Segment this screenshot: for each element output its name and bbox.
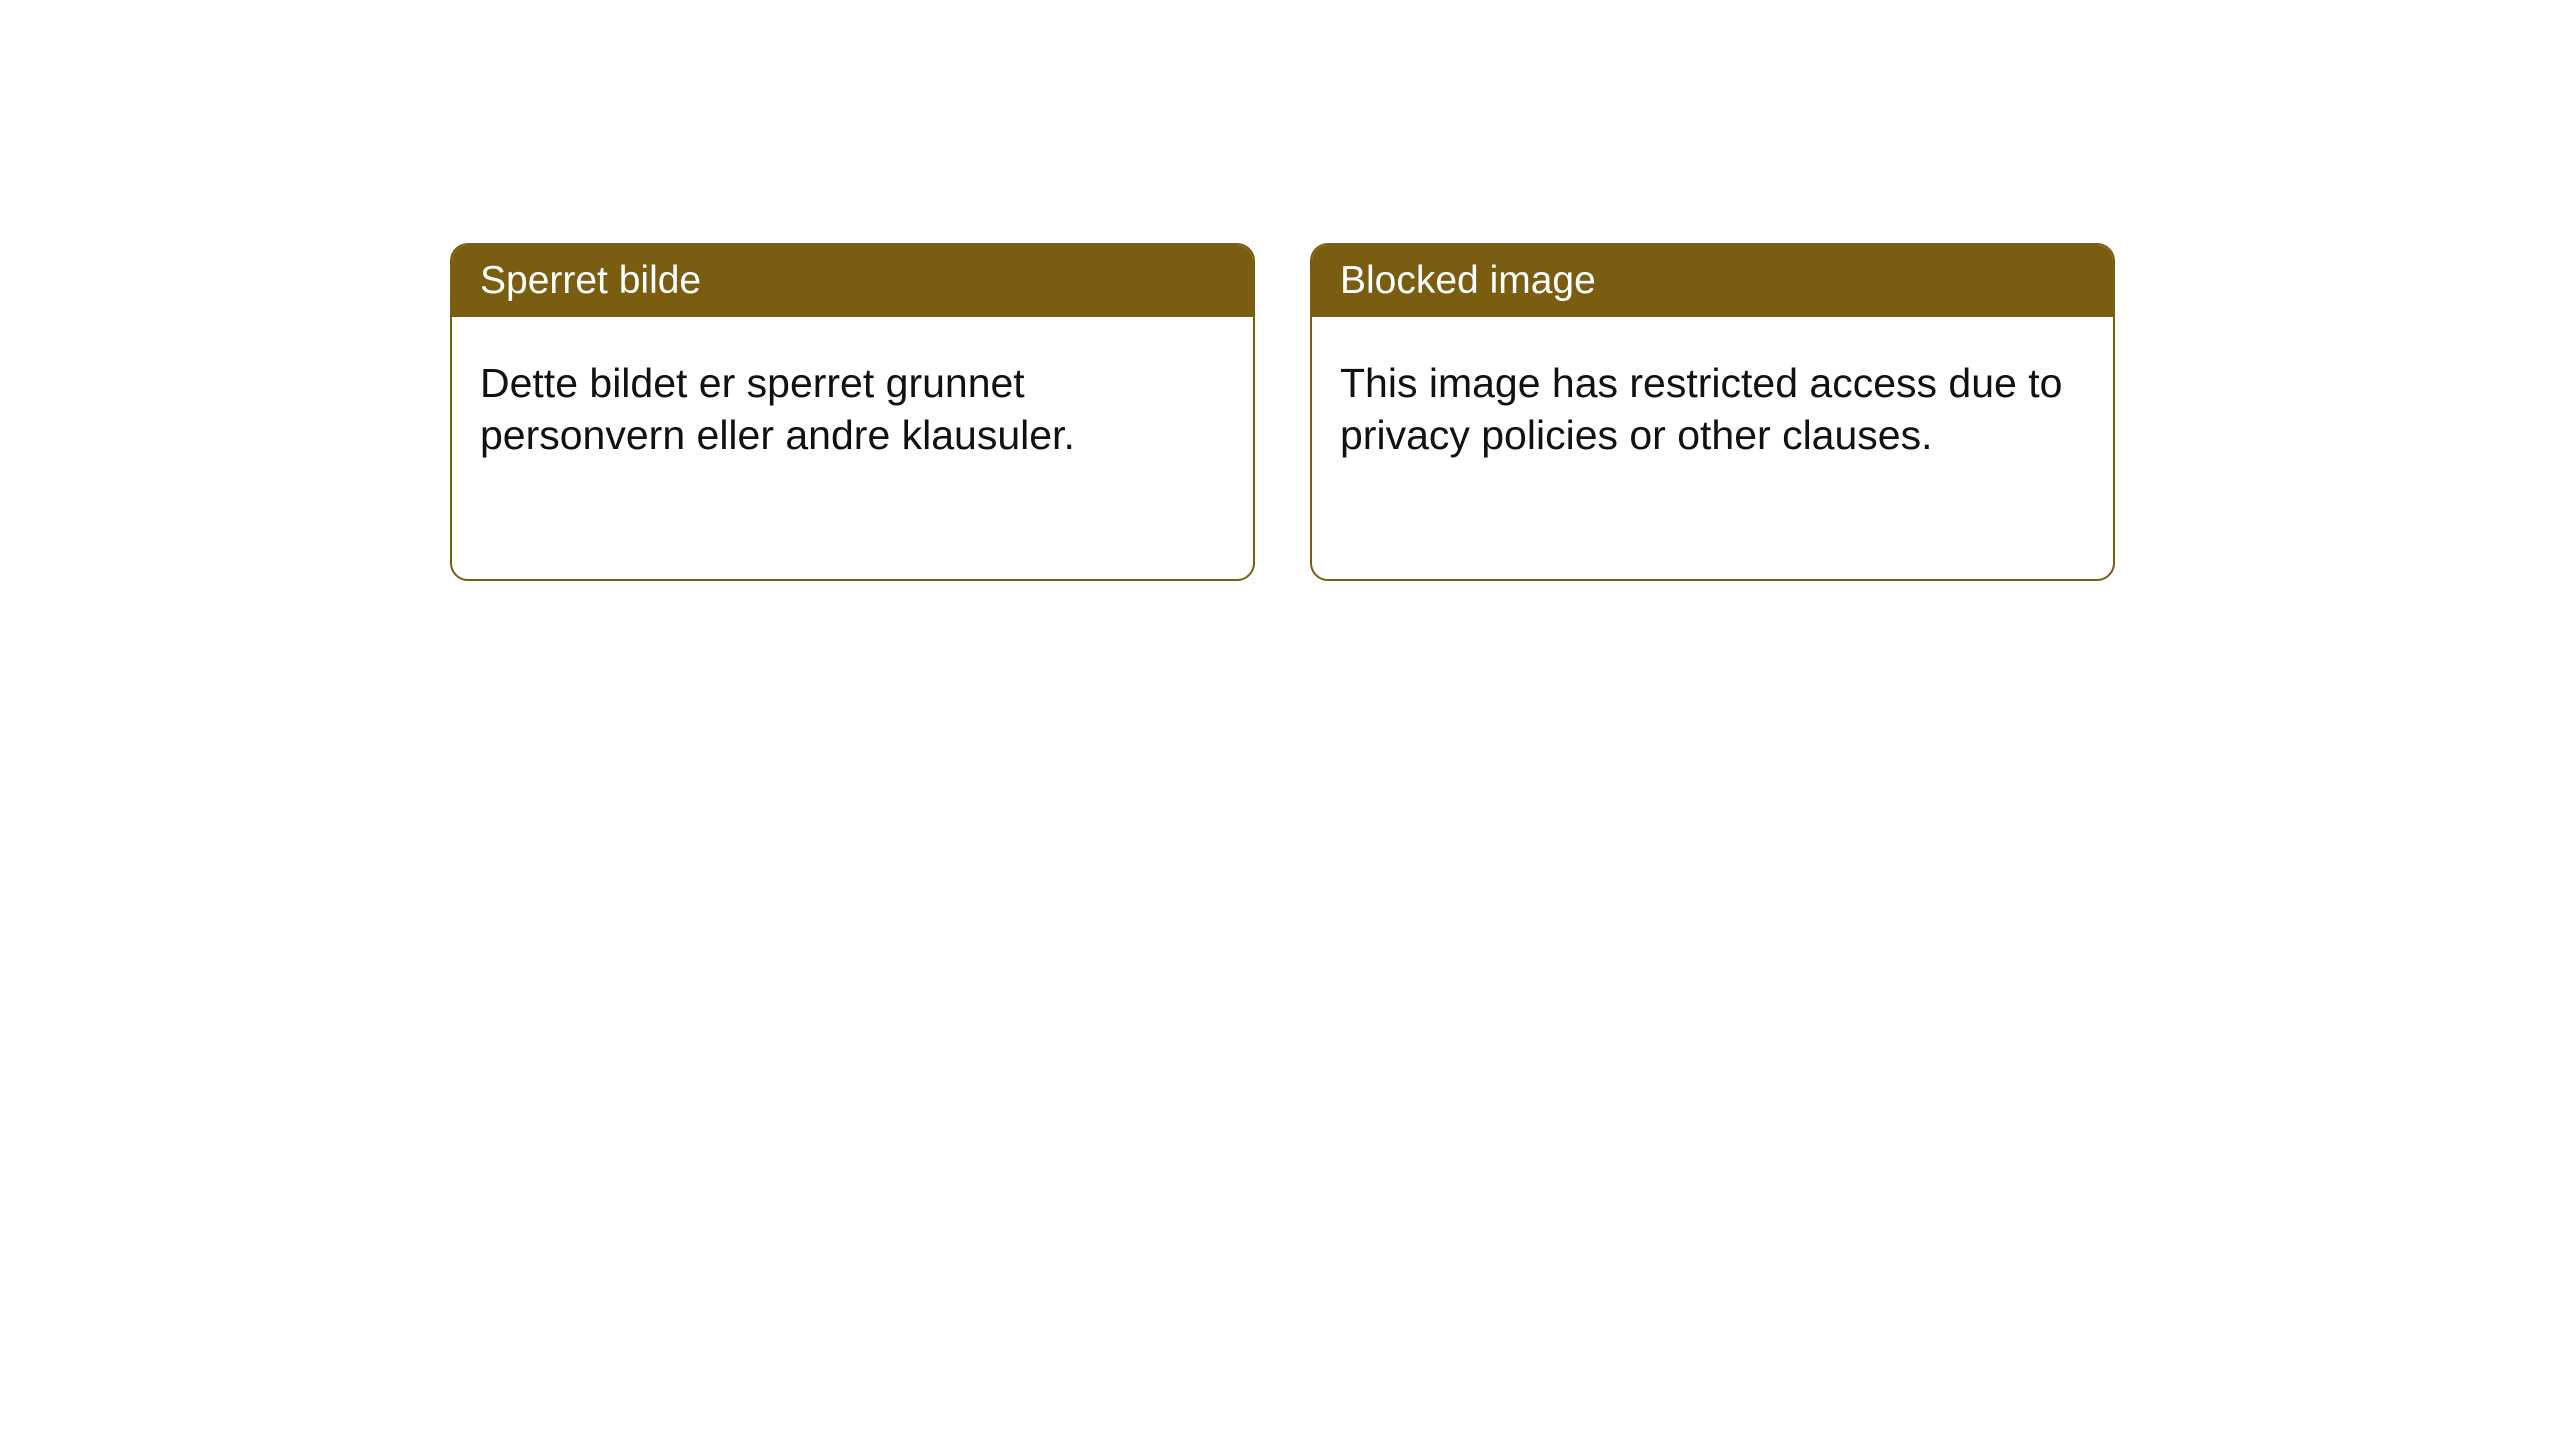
notice-card-norwegian: Sperret bilde Dette bildet er sperret gr… xyxy=(450,243,1255,581)
card-body-text: Dette bildet er sperret grunnet personve… xyxy=(452,317,1253,502)
card-body-text: This image has restricted access due to … xyxy=(1312,317,2113,502)
card-title: Sperret bilde xyxy=(452,245,1253,317)
card-title: Blocked image xyxy=(1312,245,2113,317)
notice-cards-row: Sperret bilde Dette bildet er sperret gr… xyxy=(0,0,2560,581)
notice-card-english: Blocked image This image has restricted … xyxy=(1310,243,2115,581)
